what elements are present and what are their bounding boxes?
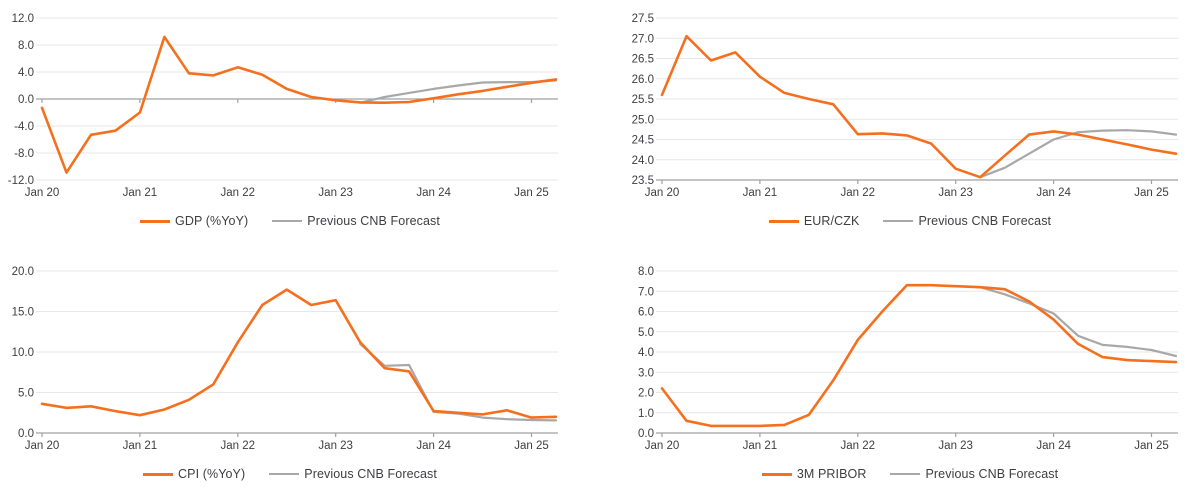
legend-label-forecast: Previous CNB Forecast — [925, 467, 1059, 481]
svg-text:Jan 20: Jan 20 — [25, 187, 60, 199]
svg-text:1.0: 1.0 — [638, 408, 654, 420]
svg-text:26.0: 26.0 — [632, 74, 654, 86]
svg-text:Jan 20: Jan 20 — [645, 440, 680, 452]
svg-text:Jan 22: Jan 22 — [221, 187, 256, 199]
legend-label-gdp: GDP (%YoY) — [175, 214, 249, 228]
legend-item-pribor: 3M PRIBOR — [761, 467, 867, 481]
svg-text:-12.0: -12.0 — [8, 175, 34, 187]
svg-text:25.5: 25.5 — [632, 94, 654, 106]
svg-text:8.0: 8.0 — [18, 40, 34, 52]
svg-text:Jan 24: Jan 24 — [1036, 440, 1071, 452]
svg-text:Jan 25: Jan 25 — [1134, 440, 1169, 452]
gray-line-swatch — [890, 473, 921, 475]
chart-panel-pribor: 8.0 7.0 6.0 5.0 4.0 3.0 2.0 1.0 0.0 Jan 20 Jan 21 J… — [620, 257, 1200, 486]
legend-item-eurczk: EUR/CZK — [768, 214, 860, 228]
svg-text:20.0: 20.0 — [12, 266, 34, 278]
orange-line-swatch — [768, 219, 799, 223]
svg-text:0.0: 0.0 — [638, 428, 654, 440]
svg-text:Jan 21: Jan 21 — [123, 187, 158, 199]
svg-text:23.5: 23.5 — [632, 175, 654, 187]
legend-label-eurczk: EUR/CZK — [803, 214, 860, 228]
svg-text:27.0: 27.0 — [632, 33, 654, 45]
svg-text:4.0: 4.0 — [18, 67, 34, 79]
svg-text:10.0: 10.0 — [12, 347, 34, 359]
svg-text:12.0: 12.0 — [12, 13, 34, 25]
orange-line-swatch — [140, 219, 171, 223]
svg-text:26.5: 26.5 — [632, 54, 654, 66]
orange-line-swatch — [143, 472, 174, 476]
svg-text:Jan 22: Jan 22 — [841, 187, 876, 199]
svg-text:4.0: 4.0 — [638, 347, 654, 359]
legend-item-gdp: GDP (%YoY) — [140, 214, 248, 228]
svg-text:Jan 24: Jan 24 — [416, 440, 451, 452]
svg-text:-4.0: -4.0 — [14, 121, 34, 133]
svg-text:Jan 24: Jan 24 — [416, 187, 451, 199]
svg-text:Jan 25: Jan 25 — [514, 440, 549, 452]
svg-text:Jan 20: Jan 20 — [645, 187, 680, 199]
svg-text:Jan 23: Jan 23 — [318, 187, 353, 199]
legend-label-cpi: CPI (%YoY) — [178, 467, 246, 481]
svg-text:25.0: 25.0 — [632, 114, 654, 126]
legend-item-forecast: Previous CNB Forecast — [890, 467, 1058, 481]
svg-text:15.0: 15.0 — [12, 307, 34, 319]
cpi-legend: CPI (%YoY) Previous CNB Forecast — [0, 462, 580, 486]
eurczk-legend: EUR/CZK Previous CNB Forecast — [620, 209, 1200, 233]
chart-panel-gdp: 12.0 8.0 4.0 0.0 -4.0 -8.0 -12.0 Jan 20 Jan 21 Ja… — [0, 4, 580, 233]
svg-text:Jan 24: Jan 24 — [1036, 187, 1071, 199]
svg-text:24.5: 24.5 — [632, 135, 654, 147]
gray-line-swatch — [883, 220, 914, 222]
chart-panel-eurczk: 27.5 27.0 26.5 26.0 25.5 25.0 24.5 24.0 23.5 Jan … — [620, 4, 1200, 233]
svg-text:8.0: 8.0 — [638, 266, 654, 278]
svg-text:Jan 21: Jan 21 — [123, 440, 158, 452]
svg-text:5.0: 5.0 — [18, 388, 34, 400]
eurczk-line-chart: 27.527.026.526.025.525.024.524.023.5Jan … — [632, 13, 1178, 199]
legend-item-forecast: Previous CNB Forecast — [272, 214, 440, 228]
pribor-legend: 3M PRIBOR Previous CNB Forecast — [620, 462, 1200, 486]
legend-item-forecast: Previous CNB Forecast — [883, 214, 1051, 228]
cnb-forecast-charts-grid: 12.0 8.0 4.0 0.0 -4.0 -8.0 -12.0 Jan 20 Jan 21 Ja… — [0, 4, 1200, 486]
gdp-legend: GDP (%YoY) Previous CNB Forecast — [0, 209, 580, 233]
svg-text:Jan 25: Jan 25 — [514, 187, 549, 199]
chart-panel-cpi: 20.0 15.0 10.0 5.0 0.0 Jan 20 Jan 21 Jan 22 Jan … — [0, 257, 580, 486]
gray-line-swatch — [272, 220, 303, 222]
svg-text:2.0: 2.0 — [638, 388, 654, 400]
svg-text:0.0: 0.0 — [18, 428, 34, 440]
legend-label-forecast: Previous CNB Forecast — [918, 214, 1052, 228]
svg-text:Jan 23: Jan 23 — [938, 187, 973, 199]
svg-text:Jan 21: Jan 21 — [743, 440, 778, 452]
svg-text:-8.0: -8.0 — [14, 148, 34, 160]
svg-text:Jan 25: Jan 25 — [1134, 187, 1169, 199]
svg-text:Jan 22: Jan 22 — [841, 440, 876, 452]
svg-text:5.0: 5.0 — [638, 327, 654, 339]
svg-text:24.0: 24.0 — [632, 155, 654, 167]
svg-text:3.0: 3.0 — [638, 367, 654, 379]
svg-text:Jan 23: Jan 23 — [318, 440, 353, 452]
legend-label-forecast: Previous CNB Forecast — [307, 214, 440, 228]
svg-text:0.0: 0.0 — [18, 94, 34, 106]
legend-label-forecast: Previous CNB Forecast — [304, 467, 437, 481]
svg-text:Jan 20: Jan 20 — [25, 440, 60, 452]
svg-text:Jan 21: Jan 21 — [743, 187, 778, 199]
gray-line-swatch — [269, 473, 300, 475]
svg-text:Jan 23: Jan 23 — [938, 440, 973, 452]
svg-text:7.0: 7.0 — [638, 286, 654, 298]
legend-item-cpi: CPI (%YoY) — [143, 467, 245, 481]
legend-label-pribor: 3M PRIBOR — [796, 467, 867, 481]
legend-item-forecast: Previous CNB Forecast — [269, 467, 437, 481]
svg-text:Jan 22: Jan 22 — [221, 440, 256, 452]
svg-text:6.0: 6.0 — [638, 307, 654, 319]
orange-line-swatch — [761, 472, 792, 476]
svg-text:27.5: 27.5 — [632, 13, 654, 25]
